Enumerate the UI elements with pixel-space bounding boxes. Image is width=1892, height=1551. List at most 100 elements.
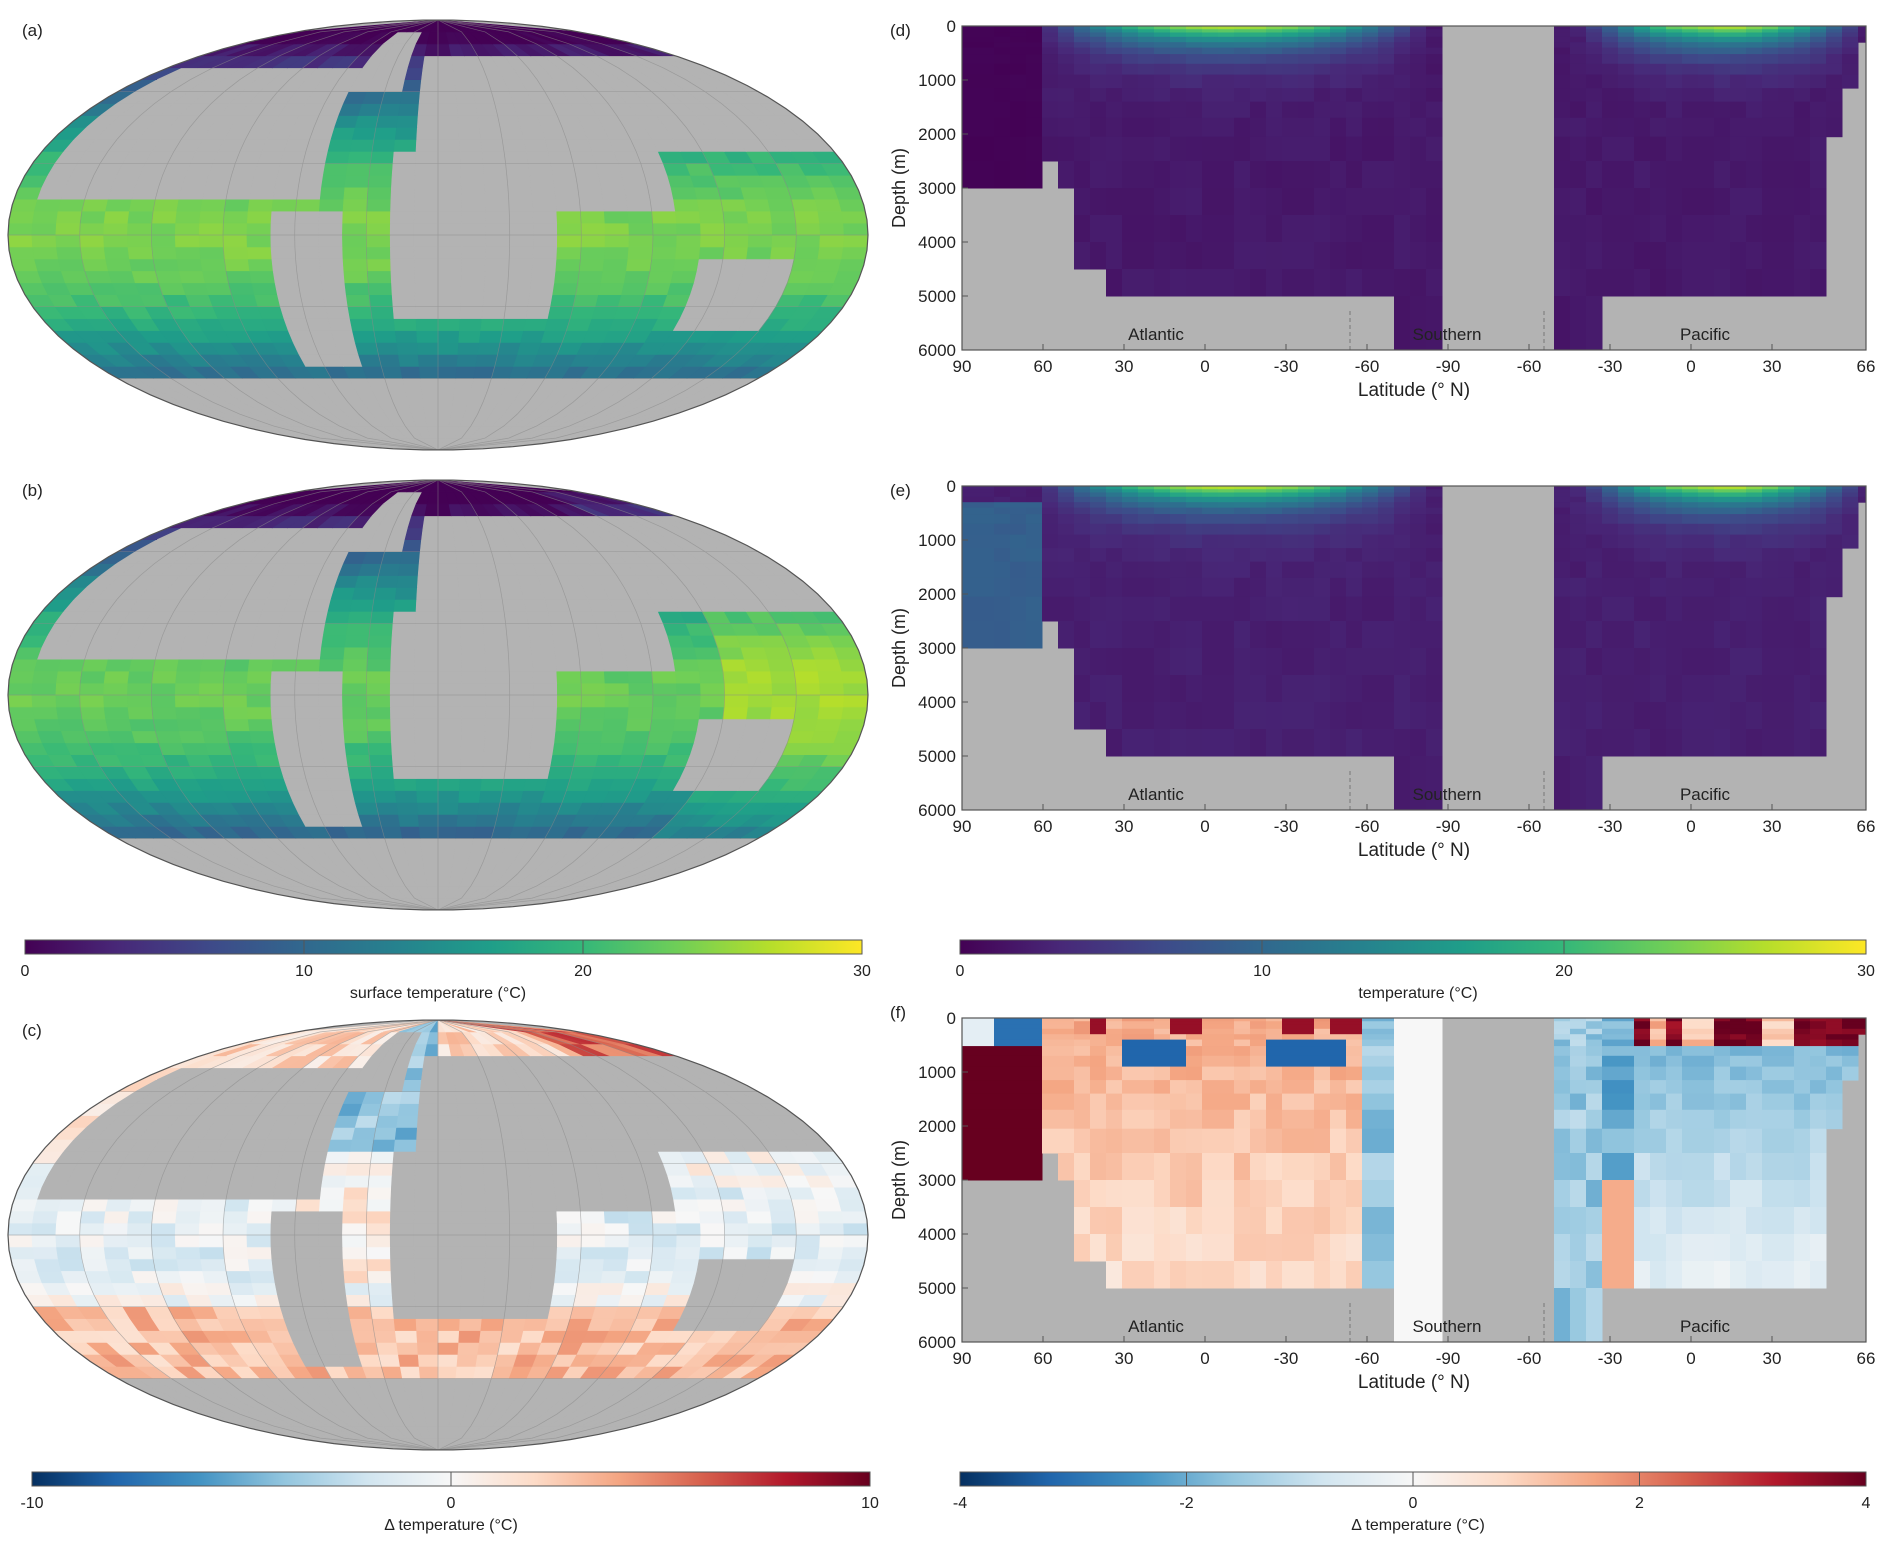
map-cell <box>617 294 645 308</box>
map-cell <box>456 814 479 827</box>
section-cell <box>1378 54 1395 65</box>
map-cell <box>367 1175 393 1188</box>
map-cell <box>723 1234 749 1248</box>
section-cell <box>1058 161 1075 189</box>
section-cell <box>1074 675 1091 703</box>
map-cell <box>673 658 700 672</box>
map-cell <box>627 670 654 684</box>
map-cell <box>378 814 401 827</box>
map-cell <box>32 1246 59 1260</box>
map-cell <box>461 258 486 272</box>
map-cell <box>530 1186 557 1200</box>
section-cell <box>1426 63 1443 76</box>
map-cell <box>151 210 178 224</box>
map-cell <box>786 270 816 284</box>
map-cell <box>283 1318 311 1331</box>
map-cell <box>578 1198 605 1212</box>
map-cell <box>389 1210 415 1224</box>
section-cell <box>1058 596 1075 622</box>
section-cell <box>1778 32 1795 38</box>
map-cell <box>670 1270 698 1284</box>
map-cell <box>499 587 524 600</box>
map-cell <box>459 1318 483 1331</box>
map-cell <box>627 246 654 260</box>
map-cell <box>368 1163 394 1176</box>
map-cell <box>819 1222 845 1236</box>
section-cell <box>1122 136 1139 162</box>
map-cell <box>525 1306 551 1319</box>
map-cell <box>368 622 394 636</box>
map-cell <box>345 754 371 768</box>
map-cell <box>437 682 463 696</box>
map-cell <box>344 1175 370 1188</box>
section-cell <box>1794 215 1811 243</box>
section-cell <box>1314 269 1331 297</box>
map-cell <box>786 1186 816 1200</box>
section-cell <box>1186 63 1203 76</box>
map-cell <box>416 115 439 128</box>
section-cell <box>1762 88 1779 103</box>
map-cell <box>617 622 645 636</box>
section-cell <box>1634 54 1651 65</box>
map-cell <box>602 718 629 732</box>
map-cell <box>416 790 439 803</box>
map-cell <box>365 1234 391 1248</box>
graticule-meridian <box>437 20 654 450</box>
map-cell <box>413 210 439 224</box>
map-cell <box>249 1270 276 1284</box>
map-cell <box>647 186 674 200</box>
map-cell <box>131 646 159 660</box>
map-cell <box>437 1318 461 1331</box>
map-cell <box>810 186 839 200</box>
map-cell <box>651 246 677 260</box>
map-cell <box>378 103 401 116</box>
map-cell <box>746 670 773 684</box>
map-cell <box>437 1222 463 1236</box>
section-cell <box>1058 117 1075 138</box>
map-cell <box>154 270 183 284</box>
map-cell <box>531 718 558 732</box>
map-cell <box>322 1163 349 1176</box>
section-cell <box>1218 161 1235 189</box>
map-cell <box>598 1282 625 1295</box>
section-cell <box>1282 161 1299 189</box>
map-cell <box>437 1186 462 1200</box>
map-cell <box>673 1198 700 1212</box>
map-cell <box>390 1198 415 1212</box>
map-cell <box>461 718 486 732</box>
map-cell <box>819 222 845 236</box>
map-cell <box>554 730 580 744</box>
map-cell <box>437 849 455 863</box>
map-cell <box>598 175 625 188</box>
map-cell <box>838 718 866 732</box>
section-cell <box>1058 63 1075 76</box>
map-cell <box>508 706 534 720</box>
map-cell <box>111 1175 141 1188</box>
section-cell <box>1058 534 1075 549</box>
section-cell <box>1618 242 1635 270</box>
map-cell <box>676 222 702 236</box>
map-cell <box>158 175 187 188</box>
map-cell <box>580 234 606 248</box>
map-cell <box>628 222 654 236</box>
section-cell <box>1346 101 1363 119</box>
section-cell <box>1074 32 1091 38</box>
section-cell <box>994 161 1011 189</box>
map-cell <box>181 282 209 296</box>
map-cell <box>670 186 698 200</box>
section-cell <box>1634 242 1651 270</box>
map-panel-b <box>7 479 869 911</box>
section-cell <box>1090 101 1107 119</box>
section-cell <box>1282 269 1299 297</box>
map-cell <box>580 1234 606 1248</box>
section-cell <box>1090 702 1107 730</box>
map-cell <box>343 186 369 200</box>
section-cell <box>1586 54 1603 65</box>
map-cell <box>556 670 582 684</box>
map-cell <box>257 611 285 624</box>
section-cell <box>1586 296 1603 351</box>
map-cell <box>417 1354 439 1367</box>
map-cell <box>651 1210 677 1224</box>
section-cell <box>1218 54 1235 65</box>
section-cell <box>1090 496 1107 503</box>
